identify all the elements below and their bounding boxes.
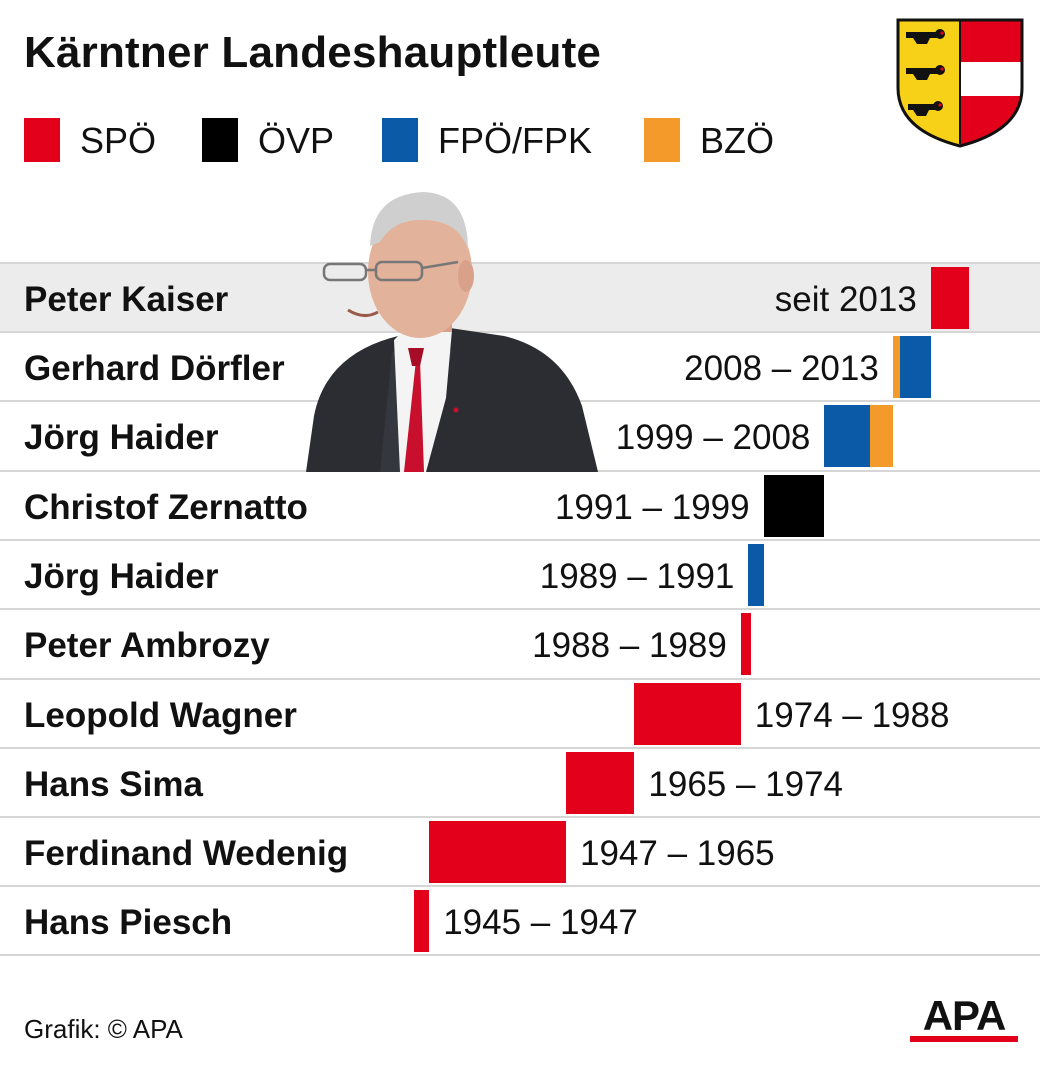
bar-segment bbox=[763, 475, 825, 537]
row-period: 1989 – 1991 bbox=[539, 557, 735, 596]
table-row: Leopold Wagner 1974 – 1988 bbox=[0, 678, 1040, 748]
row-period: 1991 – 1999 bbox=[554, 488, 750, 527]
legend-swatch-ovp bbox=[202, 118, 238, 162]
row-name: Gerhard Dörfler bbox=[24, 349, 285, 388]
bar-segment bbox=[740, 613, 751, 675]
row-name: Peter Kaiser bbox=[24, 280, 229, 319]
bar-segment bbox=[748, 544, 764, 606]
row-period: 1999 – 2008 bbox=[615, 418, 811, 457]
row-period: 1988 – 1989 bbox=[532, 626, 727, 665]
row-name: Hans Sima bbox=[24, 765, 203, 804]
legend-swatch-fpo bbox=[382, 118, 418, 162]
legend-label-ovp: ÖVP bbox=[258, 120, 335, 161]
table-row: Peter Kaiser seit 2013 bbox=[0, 262, 1040, 332]
bar-segment bbox=[824, 405, 870, 467]
row-name: Hans Piesch bbox=[24, 903, 233, 942]
apa-logo-graphic: APA bbox=[910, 992, 1018, 1042]
table-row: Jörg Haider 1999 – 2008 bbox=[0, 400, 1040, 470]
row-period: 1945 – 1947 bbox=[443, 903, 638, 942]
bar-segment bbox=[566, 752, 635, 814]
bar-segment bbox=[414, 890, 430, 952]
chart-rows: Peter Kaiser seit 2013 Gerhard Dörfler 2… bbox=[0, 262, 1040, 958]
table-row: Gerhard Dörfler 2008 – 2013 bbox=[0, 331, 1040, 401]
carinthia-coat-of-arms-icon bbox=[896, 18, 1024, 148]
table-row: Ferdinand Wedenig 1947 – 1965 bbox=[0, 816, 1040, 886]
row-name: Peter Ambrozy bbox=[24, 626, 270, 665]
row-name: Leopold Wagner bbox=[24, 696, 297, 735]
row-name: Ferdinand Wedenig bbox=[24, 834, 349, 873]
row-period: 1947 – 1965 bbox=[580, 834, 775, 873]
apa-logo: APA bbox=[906, 992, 1022, 1044]
bar-segment bbox=[429, 821, 566, 883]
legend-label-fpo: FPÖ/FPK bbox=[438, 120, 593, 161]
legend-label-bzo: BZÖ bbox=[700, 120, 775, 161]
legend-label-spo: SPÖ bbox=[80, 120, 157, 161]
table-row: Jörg Haider 1989 – 1991 bbox=[0, 539, 1040, 609]
bar-segment bbox=[892, 336, 903, 398]
chart-title: Kärntner Landeshauptleute bbox=[24, 28, 602, 77]
bar-segment bbox=[900, 336, 931, 398]
row-period: seit 2013 bbox=[774, 280, 917, 319]
rows-bottom-divider bbox=[0, 954, 1040, 956]
row-period: 1974 – 1988 bbox=[754, 696, 950, 735]
bar-segment bbox=[870, 405, 893, 467]
bar-segment bbox=[930, 267, 969, 329]
svg-text:APA: APA bbox=[923, 992, 1006, 1039]
row-name: Jörg Haider bbox=[24, 557, 219, 596]
portrait-photo-peter-kaiser bbox=[306, 192, 598, 472]
row-period: 2008 – 2013 bbox=[684, 349, 879, 388]
row-period: 1965 – 1974 bbox=[648, 765, 844, 804]
legend-swatch-spo bbox=[24, 118, 60, 162]
bar-segment bbox=[634, 683, 741, 745]
legend-swatch-bzo bbox=[644, 118, 680, 162]
table-row: Hans Sima 1965 – 1974 bbox=[0, 747, 1040, 817]
row-name: Christof Zernatto bbox=[24, 488, 308, 527]
footer-credit: Grafik: © APA bbox=[24, 1014, 183, 1044]
legend: SPÖ ÖVP FPÖ/FPK BZÖ bbox=[24, 118, 844, 162]
table-row: Christof Zernatto 1991 – 1999 bbox=[0, 470, 1040, 540]
table-row: Peter Ambrozy 1988 – 1989 bbox=[0, 608, 1040, 678]
table-row: Hans Piesch 1945 – 1947 bbox=[0, 885, 1040, 955]
row-name: Jörg Haider bbox=[24, 418, 219, 457]
